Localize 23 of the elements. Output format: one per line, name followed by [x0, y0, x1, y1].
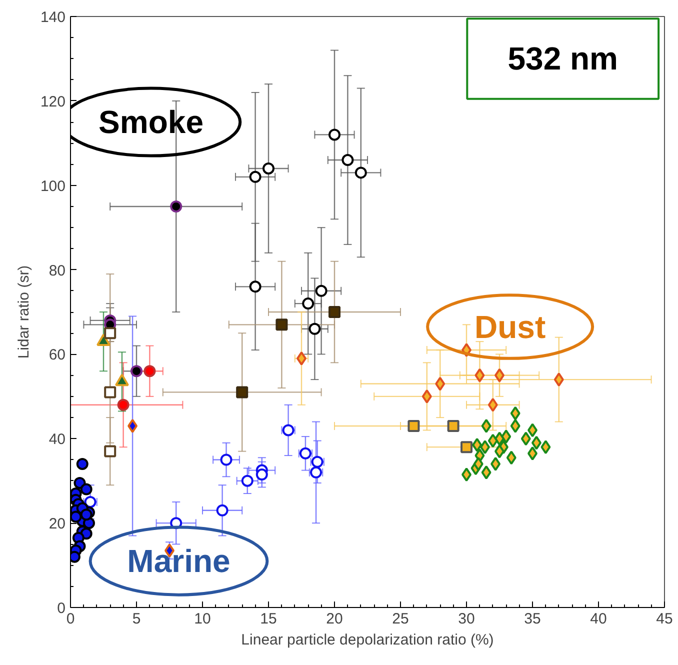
x-tick-label: 35 — [524, 610, 541, 628]
y-tick-label: 60 — [48, 346, 66, 364]
y-tick-label: 140 — [40, 9, 66, 26]
x-tick-label: 15 — [260, 610, 277, 628]
x-tick-label: 25 — [392, 610, 409, 628]
x-tick-label: 40 — [590, 610, 607, 628]
x-tick-label: 20 — [326, 610, 343, 628]
y-tick-label: 0 — [57, 600, 66, 617]
annotation: Smoke — [98, 104, 204, 140]
annotation: 532 nm — [508, 40, 618, 77]
y-tick-label: 80 — [48, 262, 66, 280]
x-axis-title: Linear particle depolarization ratio (%) — [241, 632, 494, 648]
x-tick-label: 45 — [656, 610, 673, 628]
x-tick-label: 5 — [132, 610, 141, 628]
annotation: Marine — [127, 543, 230, 580]
x-tick-label: 10 — [194, 610, 211, 628]
y-tick-label: 100 — [40, 178, 66, 195]
y-tick-label: 120 — [40, 93, 66, 110]
y-tick-label: 40 — [48, 431, 66, 448]
x-tick-label: 30 — [458, 610, 475, 628]
y-axis-title: Lidar ratio (sr) — [15, 265, 32, 359]
y-tick-label: 20 — [48, 516, 66, 533]
annotation: Dust — [474, 308, 546, 345]
